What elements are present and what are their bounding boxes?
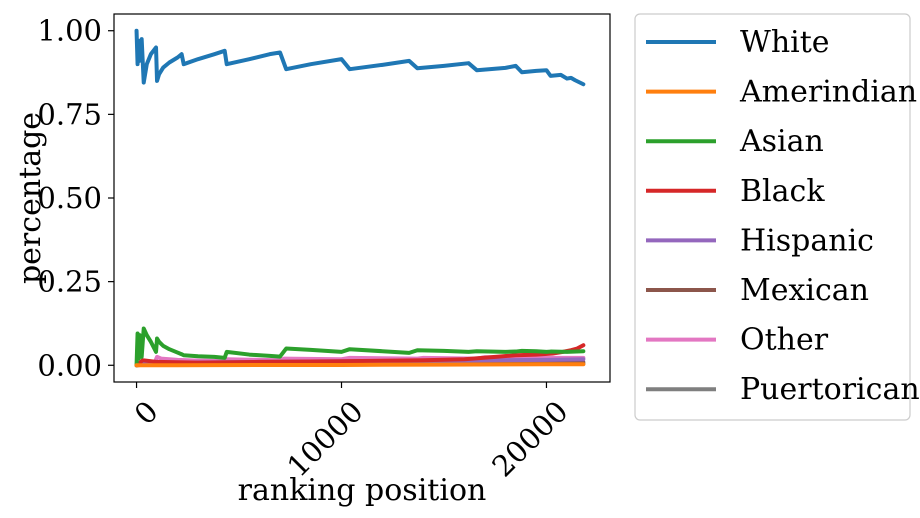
x-axis-label: ranking position: [238, 473, 487, 508]
legend-box: [634, 13, 911, 421]
x-tick-label: 0: [128, 394, 165, 431]
legend-label-hispanic: Hispanic: [740, 223, 874, 258]
x-tick-label: 20000: [485, 394, 574, 483]
legend-label-black: Black: [740, 174, 825, 209]
y-tick-label: 1.00: [37, 14, 102, 48]
y-axis-label: percentage: [13, 112, 48, 284]
series-line-amerindian: [134, 362, 586, 368]
legend-label-amerindian: Amerindian: [739, 75, 917, 110]
y-tick-label: 0.50: [37, 181, 102, 215]
legend-label-other: Other: [740, 323, 829, 358]
legend-label-puertorican: Puertorican: [740, 372, 920, 407]
legend-label-white: White: [740, 25, 830, 60]
series-layer: [134, 28, 586, 368]
y-tick-label: 0.00: [37, 348, 102, 382]
legend: White Amerindian Asian Black Hispanic Mexican…: [634, 13, 920, 421]
series-line-asian: [134, 326, 586, 368]
x-tick-label: 10000: [280, 394, 369, 483]
legend-label-asian: Asian: [739, 124, 824, 159]
y-tick-label: 0.25: [37, 265, 102, 299]
series-line-white: [134, 28, 586, 87]
legend-label-mexican: Mexican: [740, 273, 869, 308]
y-tick-label: 0.75: [37, 97, 102, 131]
